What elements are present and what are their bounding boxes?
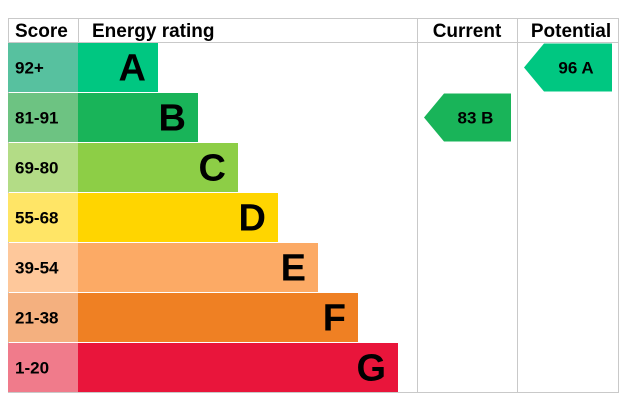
score-label-d: 55-68 <box>15 209 58 228</box>
score-cell-a <box>8 43 78 92</box>
score-label-e: 39-54 <box>15 259 59 278</box>
rating-letter-f: F <box>323 298 346 340</box>
rating-bar-e <box>78 243 318 292</box>
potential-arrow <box>524 43 612 92</box>
score-label-b: 81-91 <box>15 109 58 128</box>
rating-letter-d: D <box>239 198 266 240</box>
score-cell-e <box>8 243 78 292</box>
header-energy-rating: Energy rating <box>92 21 214 42</box>
current-arrow <box>424 93 511 142</box>
rating-bar-f <box>78 293 358 342</box>
rating-letter-a: A <box>119 48 146 90</box>
rating-letter-e: E <box>281 248 306 290</box>
score-label-a: 92+ <box>15 59 44 78</box>
rating-bar-c <box>78 143 238 192</box>
potential-arrow-label: 96 A <box>558 59 593 78</box>
score-label-f: 21-38 <box>15 309 58 328</box>
score-cell-c <box>8 143 78 192</box>
score-cell-g <box>8 343 78 392</box>
rating-bar-b <box>78 93 198 142</box>
rating-bar-d <box>78 193 278 242</box>
rating-bar-g <box>78 343 398 392</box>
rating-bands: 92+ A 81-91 B 69-80 C 55-68 D 39-54 E 21-38 F 1-20 G <box>8 43 398 392</box>
rating-bar-a <box>78 43 158 92</box>
header-current: Current <box>433 21 502 42</box>
score-cell-d <box>8 193 78 242</box>
rating-letter-g: G <box>356 348 386 390</box>
rating-letter-c: C <box>199 148 226 190</box>
header-potential: Potential <box>531 21 611 42</box>
rating-letter-b: B <box>159 98 186 140</box>
score-cell-f <box>8 293 78 342</box>
header-score: Score <box>15 21 68 42</box>
score-label-g: 1-20 <box>15 359 49 378</box>
score-label-c: 69-80 <box>15 159 58 178</box>
current-arrow-label: 83 B <box>458 109 494 128</box>
score-cell-b <box>8 93 78 142</box>
rating-arrows: 83 B 96 A <box>424 43 612 142</box>
